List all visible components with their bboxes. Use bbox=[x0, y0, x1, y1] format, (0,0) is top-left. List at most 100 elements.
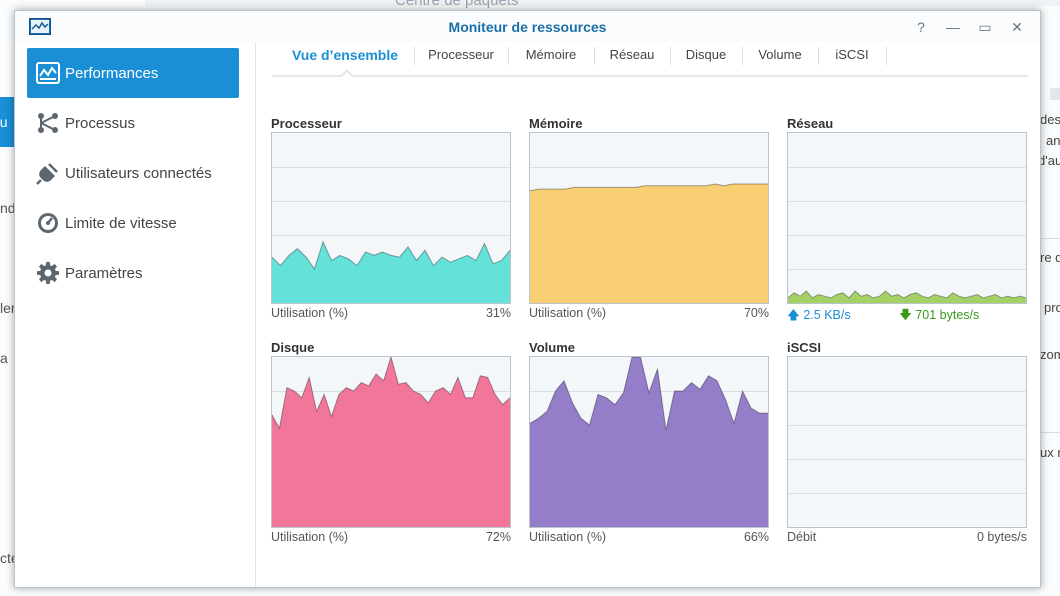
background-right-text: ux n bbox=[1040, 445, 1060, 460]
sidebar-item-performances[interactable]: Performances bbox=[27, 48, 239, 98]
iscsi-panel: iSCSI Débit 0 bytes/s bbox=[787, 340, 1027, 544]
panel-title: Processeur bbox=[271, 116, 342, 131]
panel-title: Disque bbox=[271, 340, 315, 355]
maximize-button[interactable]: ▭ bbox=[978, 19, 992, 35]
iscsi-throughput-chart bbox=[788, 391, 1026, 494]
resource-monitor-window: Moniteur de ressources ? — ▭ ✕ Performan… bbox=[14, 10, 1041, 588]
tab-reseau[interactable]: Réseau bbox=[609, 47, 655, 62]
network-chart[interactable] bbox=[787, 132, 1027, 304]
download-value: 701 bytes/s bbox=[915, 308, 980, 322]
background-left-text: a bbox=[0, 350, 8, 366]
tab-divider bbox=[742, 47, 743, 65]
chart-line-series bbox=[272, 357, 510, 430]
gear-icon bbox=[36, 261, 60, 285]
memory-usage-chart bbox=[530, 167, 768, 303]
panel-footer: Débit 0 bytes/s bbox=[787, 530, 1027, 546]
tab-iscsi[interactable]: iSCSI bbox=[835, 47, 869, 62]
arrow-down-icon: 🡇 bbox=[899, 308, 912, 322]
panel-footer: Utilisation (%) 66% bbox=[529, 530, 769, 546]
sidebar-item-label: Processus bbox=[65, 114, 136, 132]
panel-footer: Utilisation (%) 72% bbox=[271, 530, 511, 546]
sidebar-item-label: Paramètres bbox=[65, 264, 143, 282]
tab-divider bbox=[414, 47, 415, 65]
panel-footer: Utilisation (%) 31% bbox=[271, 306, 511, 322]
volume-panel: Volume Utilisation (%) 66% bbox=[529, 340, 769, 544]
disk-usage-chart bbox=[272, 357, 510, 527]
chart-area-series bbox=[272, 241, 510, 303]
speedometer-icon bbox=[36, 211, 60, 235]
background-right-text: an bbox=[1046, 133, 1060, 148]
background-divider bbox=[1040, 432, 1060, 433]
chart-area-series bbox=[272, 357, 510, 527]
background-left-text: nd bbox=[0, 200, 16, 216]
disk-panel: Disque Utilisation (%) 72% bbox=[271, 340, 511, 544]
help-button[interactable]: ? bbox=[917, 19, 925, 35]
sidebar-item-utilisateurs-connectes[interactable]: Utilisateurs connectés bbox=[27, 148, 239, 198]
upload-rate: 🡅 2.5 KB/s bbox=[787, 306, 851, 327]
background-right-text: des bbox=[1040, 112, 1060, 127]
metric-label: Débit bbox=[787, 530, 817, 544]
tab-divider bbox=[670, 47, 671, 65]
panel-footer: Utilisation (%) 70% bbox=[529, 306, 769, 322]
background-right-block bbox=[1050, 88, 1060, 100]
chart-line-series bbox=[530, 357, 768, 431]
metric-label: Utilisation (%) bbox=[271, 306, 349, 320]
metric-label: Utilisation (%) bbox=[529, 306, 607, 320]
memory-chart[interactable] bbox=[529, 132, 769, 304]
tab-bar: Vue d’ensemble Processeur Mémoire Réseau… bbox=[272, 41, 1028, 77]
panel-title: Mémoire bbox=[529, 116, 583, 131]
sidebar-item-label: Performances bbox=[65, 64, 159, 82]
download-rate: 🡇 701 bytes/s bbox=[899, 306, 979, 327]
sidebar-item-label: Limite de vitesse bbox=[65, 214, 177, 232]
metric-label: Utilisation (%) bbox=[529, 530, 607, 544]
network-usage-chart bbox=[788, 167, 1026, 303]
sidebar-item-label: Utilisateurs connectés bbox=[65, 164, 212, 182]
sidebar-item-processus[interactable]: Processus bbox=[27, 98, 239, 148]
background-right-text: d'au bbox=[1038, 153, 1060, 168]
minimize-button[interactable]: — bbox=[946, 19, 960, 35]
chart-area-series bbox=[530, 357, 768, 527]
metric-label: Utilisation (%) bbox=[271, 530, 349, 544]
volume-usage-chart bbox=[530, 357, 768, 527]
background-right-text: re d bbox=[1040, 250, 1060, 265]
tab-disque[interactable]: Disque bbox=[685, 47, 727, 62]
disk-chart[interactable] bbox=[271, 356, 511, 528]
volume-chart[interactable] bbox=[529, 356, 769, 528]
cpu-chart[interactable] bbox=[271, 132, 511, 304]
chart-line-series bbox=[530, 183, 768, 192]
background-selected-item[interactable]: ou bbox=[0, 97, 14, 147]
metric-value: 72% bbox=[485, 530, 511, 544]
cpu-panel: Processeur Utilisation (%) 31% bbox=[271, 116, 511, 320]
tab-divider bbox=[594, 47, 595, 65]
active-tab-indicator-inner bbox=[342, 72, 352, 77]
tab-volume[interactable]: Volume bbox=[758, 47, 802, 62]
tab-memoire[interactable]: Mémoire bbox=[525, 47, 577, 62]
chart-line-series bbox=[788, 290, 1026, 299]
sidebar-item-parametres[interactable]: Paramètres bbox=[27, 248, 239, 298]
background-app-title: Centre de paquets bbox=[395, 0, 519, 9]
iscsi-chart[interactable] bbox=[787, 356, 1027, 528]
tab-processeur[interactable]: Processeur bbox=[428, 47, 494, 62]
background-divider bbox=[1040, 238, 1060, 239]
sidebar: Performances Processus Utilisateurs conn… bbox=[15, 42, 256, 587]
memory-panel: Mémoire Utilisation (%) 70% bbox=[529, 116, 769, 320]
network-panel: Réseau 🡅 2.5 KB/s 🡇 701 bytes/s bbox=[787, 116, 1027, 322]
metric-value: 31% bbox=[485, 306, 511, 320]
sidebar-item-limite-de-vitesse[interactable]: Limite de vitesse bbox=[27, 198, 239, 248]
chart-area-series bbox=[788, 291, 1026, 303]
metric-value: 70% bbox=[743, 306, 769, 320]
tab-vue-ensemble[interactable]: Vue d’ensemble bbox=[291, 47, 399, 63]
performance-chart-icon bbox=[36, 61, 60, 85]
tab-divider bbox=[818, 47, 819, 65]
close-button[interactable]: ✕ bbox=[1011, 19, 1023, 35]
upload-value: 2.5 KB/s bbox=[803, 308, 851, 322]
cpu-usage-chart bbox=[272, 167, 510, 303]
panel-title: iSCSI bbox=[787, 340, 821, 355]
panel-footer: 🡅 2.5 KB/s 🡇 701 bytes/s bbox=[787, 306, 1027, 322]
background-left-text: ler bbox=[0, 300, 16, 316]
chart-area-series bbox=[530, 184, 768, 303]
tab-divider bbox=[886, 47, 887, 65]
plug-icon bbox=[36, 161, 60, 185]
window-titlebar[interactable]: Moniteur de ressources ? — ▭ ✕ bbox=[15, 11, 1040, 42]
background-right-text: zom bbox=[1040, 347, 1060, 362]
